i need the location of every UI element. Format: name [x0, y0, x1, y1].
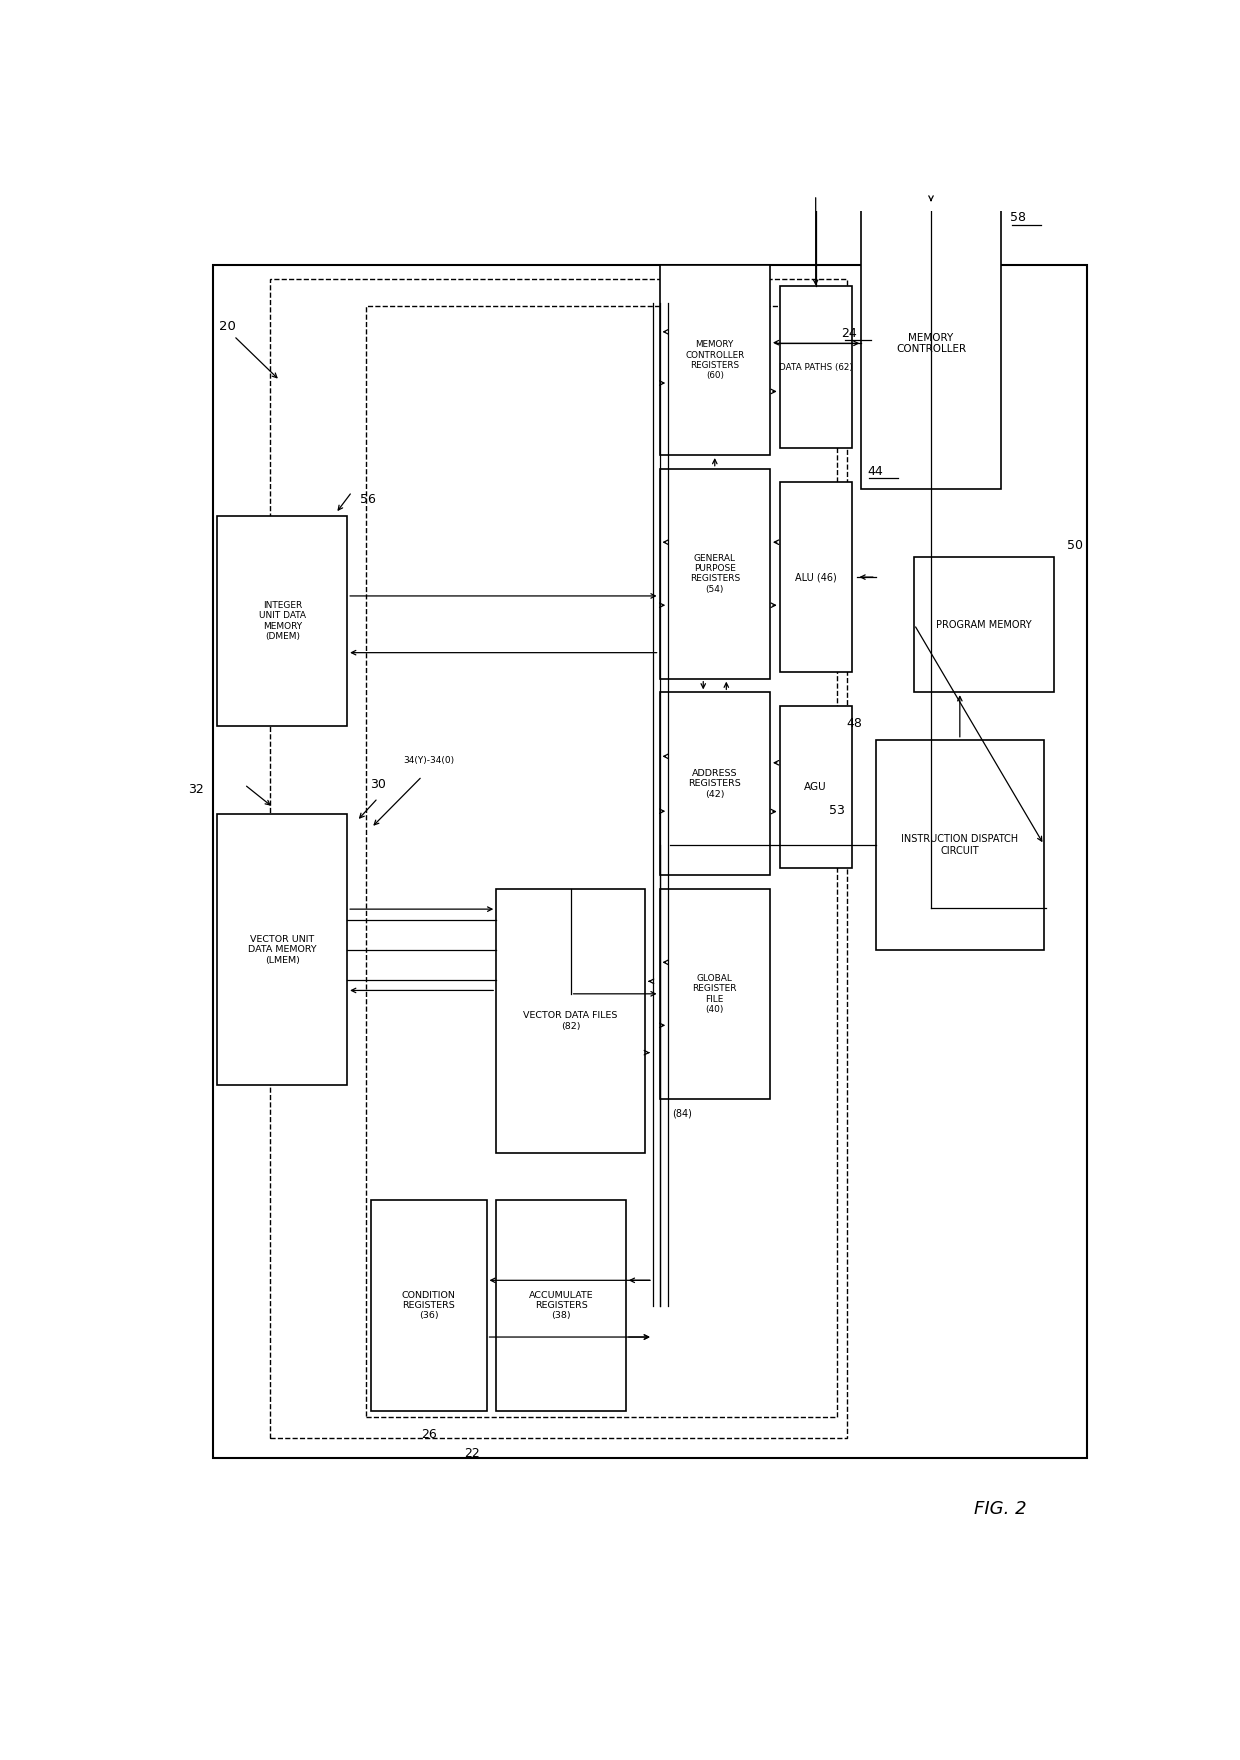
- Text: 48: 48: [847, 716, 863, 730]
- Text: 58: 58: [1009, 211, 1025, 225]
- Bar: [660, 266, 770, 456]
- Bar: [780, 285, 852, 449]
- Bar: [914, 556, 1054, 692]
- Text: ADDRESS
REGISTERS
(42): ADDRESS REGISTERS (42): [688, 769, 742, 799]
- Bar: [780, 706, 852, 868]
- Text: INTEGER
UNIT DATA
MEMORY
(DMEM): INTEGER UNIT DATA MEMORY (DMEM): [259, 602, 306, 641]
- Text: INSTRUCTION DISPATCH
CIRCUIT: INSTRUCTION DISPATCH CIRCUIT: [901, 834, 1018, 855]
- Bar: [213, 266, 1087, 1457]
- Text: CONDITION
REGISTERS
(36): CONDITION REGISTERS (36): [402, 1290, 456, 1320]
- Text: AGU: AGU: [805, 781, 827, 792]
- Text: 34(Y)-34(0): 34(Y)-34(0): [403, 755, 454, 764]
- Text: 30: 30: [370, 778, 386, 790]
- Text: FIG. 2: FIG. 2: [975, 1501, 1027, 1519]
- Text: VECTOR DATA FILES
(82): VECTOR DATA FILES (82): [523, 1012, 618, 1031]
- Text: 56: 56: [361, 493, 376, 507]
- Text: GENERAL
PURPOSE
REGISTERS
(54): GENERAL PURPOSE REGISTERS (54): [689, 554, 740, 593]
- Text: MEMORY
CONTROLLER: MEMORY CONTROLLER: [897, 333, 966, 354]
- Text: 53: 53: [830, 804, 846, 817]
- Bar: [780, 482, 852, 672]
- Text: 20: 20: [218, 320, 236, 333]
- Bar: [496, 889, 645, 1153]
- Bar: [367, 306, 837, 1417]
- Text: 26: 26: [422, 1429, 436, 1441]
- Text: ALU (46): ALU (46): [795, 572, 837, 583]
- Bar: [660, 889, 770, 1098]
- Text: VECTOR UNIT
DATA MEMORY
(LMEM): VECTOR UNIT DATA MEMORY (LMEM): [248, 935, 316, 964]
- Bar: [862, 197, 1001, 489]
- Bar: [270, 278, 847, 1438]
- Text: PROGRAM MEMORY: PROGRAM MEMORY: [936, 620, 1032, 630]
- Bar: [217, 815, 347, 1086]
- Text: DATA PATHS (62): DATA PATHS (62): [779, 363, 853, 371]
- Bar: [660, 468, 770, 679]
- Text: 24: 24: [841, 327, 857, 340]
- Text: ACCUMULATE
REGISTERS
(38): ACCUMULATE REGISTERS (38): [528, 1290, 593, 1320]
- Bar: [371, 1200, 486, 1410]
- Text: 22: 22: [464, 1447, 480, 1461]
- Text: GLOBAL
REGISTER
FILE
(40): GLOBAL REGISTER FILE (40): [692, 973, 737, 1014]
- Text: (84): (84): [672, 1109, 692, 1118]
- Bar: [660, 692, 770, 875]
- Text: MEMORY
CONTROLLER
REGISTERS
(60): MEMORY CONTROLLER REGISTERS (60): [686, 340, 744, 380]
- Text: 50: 50: [1066, 539, 1083, 553]
- Bar: [496, 1200, 626, 1410]
- Text: 44: 44: [868, 465, 884, 479]
- Text: 32: 32: [188, 783, 205, 796]
- Bar: [217, 516, 347, 727]
- Bar: [875, 739, 1044, 950]
